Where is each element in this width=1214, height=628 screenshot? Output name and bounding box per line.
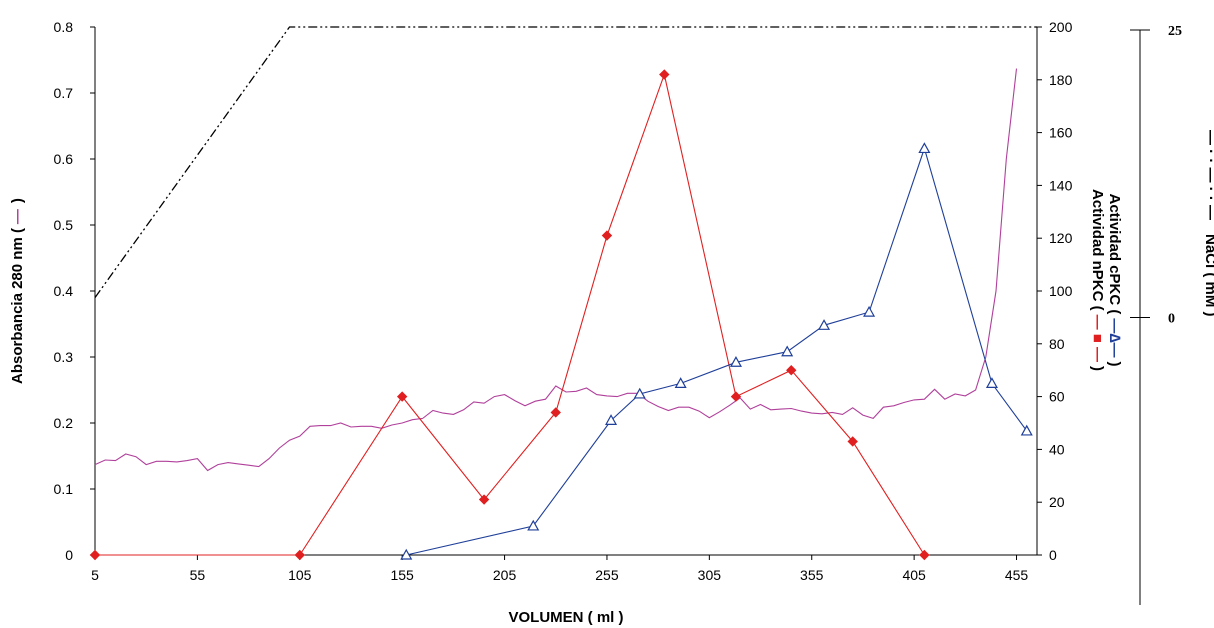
x-tick-label: 305 [698,567,722,583]
cpkc-legend-symbol: —∆— [1106,318,1123,357]
npkc-point [847,436,858,447]
cpkc-point [985,377,998,388]
y-left-tick-label: 0.7 [54,85,74,101]
y-right-tick-label: 140 [1049,177,1073,193]
npkc-point [601,230,613,241]
y-right-tick-label: 40 [1049,441,1065,457]
cpkc-title-text: Actividad cPKC ( [1106,193,1123,314]
npkc-point [786,364,797,376]
y-left-axis-title: Absorbancia 280 nm ( —) [9,198,26,384]
y-right-tick-label: 80 [1049,336,1065,352]
y-right-npkc-title: Actividad nPKC ( — ■ —) [1089,189,1106,371]
y-right-tick-label: 0 [1049,547,1057,563]
cpkc-point [527,519,540,531]
npkc-point [396,391,408,402]
x-tick-label: 455 [1005,567,1029,583]
y-left-tick-label: 0.6 [54,151,74,167]
y-nacl-axis-title: — · · — · · — NaCl ( mM ) [1202,130,1214,317]
cpkc-series-line [406,146,1028,556]
y-left-tick-label: 0.3 [54,349,74,365]
y-left-tick-label: 0.4 [54,283,74,299]
npkc-title-close: ) [1089,366,1106,371]
x-tick-label: 405 [902,567,926,583]
nacl-title-text: NaCl ( mM ) [1202,234,1214,317]
npkc-point [919,549,930,561]
x-axis-title: VOLUMEN ( ml ) [509,609,624,626]
npkc-point [478,494,490,505]
y-left-tick-label: 0 [65,547,73,563]
cpkc-point [633,387,646,399]
x-tick-label: 155 [390,567,414,583]
y-right-tick-label: 120 [1049,230,1073,246]
cpkc-point [781,345,794,357]
y-right-tick-label: 180 [1049,72,1073,88]
series-layer [94,26,1037,556]
y-left-legend-line: — [9,209,26,224]
nacl-legend-line: — · · — · · — [1202,130,1214,220]
y-right-tick-label: 20 [1049,494,1065,510]
npkc-point [294,549,305,561]
npkc-legend-symbol: — ■ — [1089,315,1106,362]
x-tick-label: 355 [800,567,824,583]
npkc-title-text: Actividad nPKC ( [1089,189,1106,311]
cpkc-point [729,356,742,367]
cpkc-point [674,377,687,388]
y-left-tick-label: 0.5 [54,217,74,233]
nacl-tick-label: 0 [1168,312,1175,327]
y-left-tick-label: 0.8 [54,19,74,35]
y-right-tick-label: 60 [1049,389,1065,405]
y-right-cpkc-title: Actividad cPKC ( —∆—) [1106,193,1123,366]
npkc-point [659,69,670,80]
cpkc-point [605,414,618,425]
nacl-tick-label: 25 [1168,24,1182,39]
npkc-point [89,549,101,561]
cpkc-point [918,142,931,154]
x-tick-label: 5 [91,567,99,583]
npkc-point [730,391,742,402]
cpkc-title-close: ) [1106,362,1123,367]
y-left-tick-label: 0.1 [54,481,74,497]
cpkc-point [400,548,413,560]
marker-layer [89,69,1033,561]
tick-layer: 5 55 105 155 205 255 305 355 405 45500.10.20.30.4… [54,19,1182,583]
y-left-tick-label: 0.2 [54,415,74,431]
x-tick-label: 255 [595,567,619,583]
x-tick-label: 105 [288,567,312,583]
y-left-title-close: ) [9,198,26,203]
nacl-series-line [94,26,1037,298]
npkc-point [550,407,561,418]
x-tick-label: 205 [493,567,517,583]
y-right-tick-label: 200 [1049,19,1073,35]
cpkc-point [818,319,831,330]
x-tick-label: 55 [190,567,206,583]
npkc-series-line [95,72,925,556]
y-right-tick-label: 160 [1049,125,1073,141]
y-left-title-text: Absorbancia 280 nm ( [9,228,26,384]
cpkc-point [1020,424,1033,436]
absorbance-series-line [94,68,1018,472]
cpkc-point [863,305,876,317]
y-right-tick-label: 100 [1049,283,1073,299]
